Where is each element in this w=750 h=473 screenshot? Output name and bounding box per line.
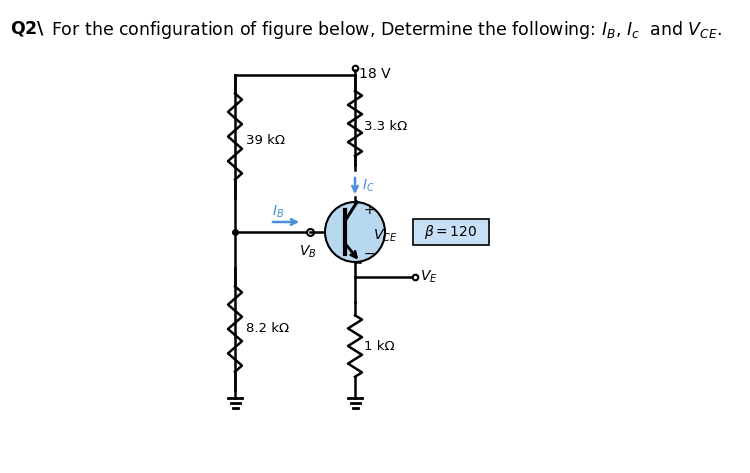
Text: 8.2 kΩ: 8.2 kΩ xyxy=(246,323,290,335)
Text: $\mathbf{Q2\backslash}$: $\mathbf{Q2\backslash}$ xyxy=(10,19,45,38)
Text: $V_E$: $V_E$ xyxy=(420,269,438,285)
Text: 3.3 kΩ: 3.3 kΩ xyxy=(364,121,407,133)
Text: $\beta = 120$: $\beta = 120$ xyxy=(424,223,478,241)
Text: 39 kΩ: 39 kΩ xyxy=(246,134,285,148)
Text: $I_C$: $I_C$ xyxy=(362,178,375,194)
Text: $V_{CE}$: $V_{CE}$ xyxy=(373,228,398,244)
Text: For the configuration of figure below, Determine the following: $I_B$, $I_c$  an: For the configuration of figure below, D… xyxy=(51,19,722,41)
Text: 18 V: 18 V xyxy=(359,67,391,81)
Circle shape xyxy=(325,202,385,262)
Text: $I_B$: $I_B$ xyxy=(272,204,284,220)
Text: +: + xyxy=(363,203,375,217)
Text: $V_B$: $V_B$ xyxy=(299,244,316,261)
Text: −: − xyxy=(363,247,375,261)
Text: 1 kΩ: 1 kΩ xyxy=(364,340,394,352)
FancyBboxPatch shape xyxy=(413,219,489,245)
